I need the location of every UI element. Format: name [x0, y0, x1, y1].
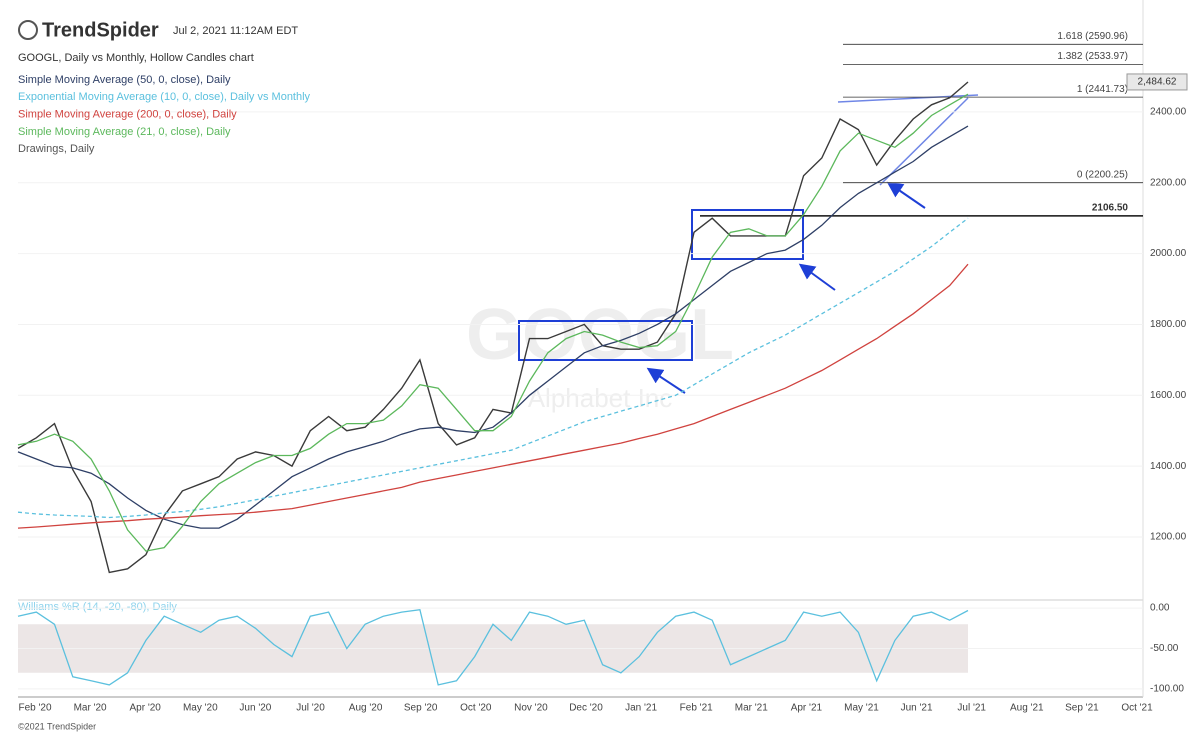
series-line: [17, 263, 969, 529]
arrow: [646, 367, 686, 394]
x-tick-label: Aug '20: [349, 703, 383, 714]
watermark-sub: Alphabet Inc: [528, 383, 673, 413]
timestamp: Jul 2, 2021 11:12AM EDT: [173, 25, 298, 37]
legend-entry: Simple Moving Average (21, 0, close), Da…: [18, 126, 231, 138]
range-box: [691, 209, 804, 260]
legend-entry: Simple Moving Average (50, 0, close), Da…: [18, 74, 231, 86]
series-line: [17, 608, 969, 686]
price-line: [17, 81, 969, 574]
x-tick-label: Feb '21: [680, 703, 713, 714]
x-tick-label: Nov '20: [514, 703, 548, 714]
y-tick-label: 1200.00: [1150, 532, 1187, 543]
arrow: [886, 181, 926, 209]
logo: TrendSpider: [42, 19, 159, 41]
series-line: [17, 217, 969, 519]
x-tick-label: Sep '21: [1065, 703, 1099, 714]
price-tag: [1126, 73, 1188, 91]
footer: ©2021 TrendSpider: [18, 721, 96, 731]
legend-entry: Drawings, Daily: [18, 143, 95, 155]
y-tick-label: 1600.00: [1150, 390, 1187, 401]
logo-icon: [18, 20, 38, 40]
y-tick-label: 0.00: [1150, 603, 1170, 614]
x-tick-label: Jun '21: [901, 703, 933, 714]
level-label: 2106.50: [1092, 203, 1129, 214]
y-tick-label: 1800.00: [1150, 319, 1187, 330]
trend-line: [879, 97, 969, 186]
x-tick-label: Jul '20: [296, 703, 325, 714]
x-tick-label: Mar '21: [735, 703, 768, 714]
fib-label: 1 (2441.73): [1077, 84, 1128, 95]
x-tick-label: May '20: [183, 703, 218, 714]
x-tick-label: Mar '20: [74, 703, 107, 714]
price-tag-label: 2,484.62: [1138, 77, 1177, 88]
y-tick-label: -100.00: [1150, 684, 1184, 695]
x-tick-label: Sep '20: [404, 703, 438, 714]
y-tick-label: 2200.00: [1150, 177, 1187, 188]
y-tick-label: -50.00: [1150, 643, 1179, 654]
x-tick-label: Oct '20: [460, 703, 492, 714]
x-tick-label: Jul '21: [957, 703, 986, 714]
arrow: [798, 263, 836, 291]
x-tick-label: Dec '20: [569, 703, 603, 714]
y-tick-label: 2000.00: [1150, 248, 1187, 259]
x-tick-label: Aug '21: [1010, 703, 1044, 714]
x-tick-label: Jan '21: [625, 703, 657, 714]
y-tick-label: 2400.00: [1150, 107, 1187, 118]
trend-line: [837, 94, 979, 103]
range-box: [518, 320, 693, 361]
fib-label: 1.382 (2533.97): [1057, 51, 1128, 62]
y-tick-label: 1400.00: [1150, 461, 1187, 472]
x-tick-label: Oct '21: [1121, 703, 1153, 714]
x-tick-label: Feb '20: [18, 703, 51, 714]
fib-label: 0 (2200.25): [1077, 169, 1128, 180]
indicator-title: Williams %R (14, -20, -80), Daily: [18, 601, 177, 613]
chart-title: GOOGL, Daily vs Monthly, Hollow Candles …: [18, 52, 254, 64]
x-tick-label: Jun '20: [239, 703, 271, 714]
series-line: [17, 125, 969, 529]
x-tick-label: Apr '20: [130, 703, 162, 714]
x-tick-label: Apr '21: [791, 703, 823, 714]
x-tick-label: May '21: [844, 703, 879, 714]
fib-label: 1.618 (2590.96): [1057, 31, 1128, 42]
legend-entry: Simple Moving Average (200, 0, close), D…: [18, 109, 237, 121]
legend-entry: Exponential Moving Average (10, 0, close…: [18, 91, 311, 103]
series-line: [17, 93, 969, 552]
